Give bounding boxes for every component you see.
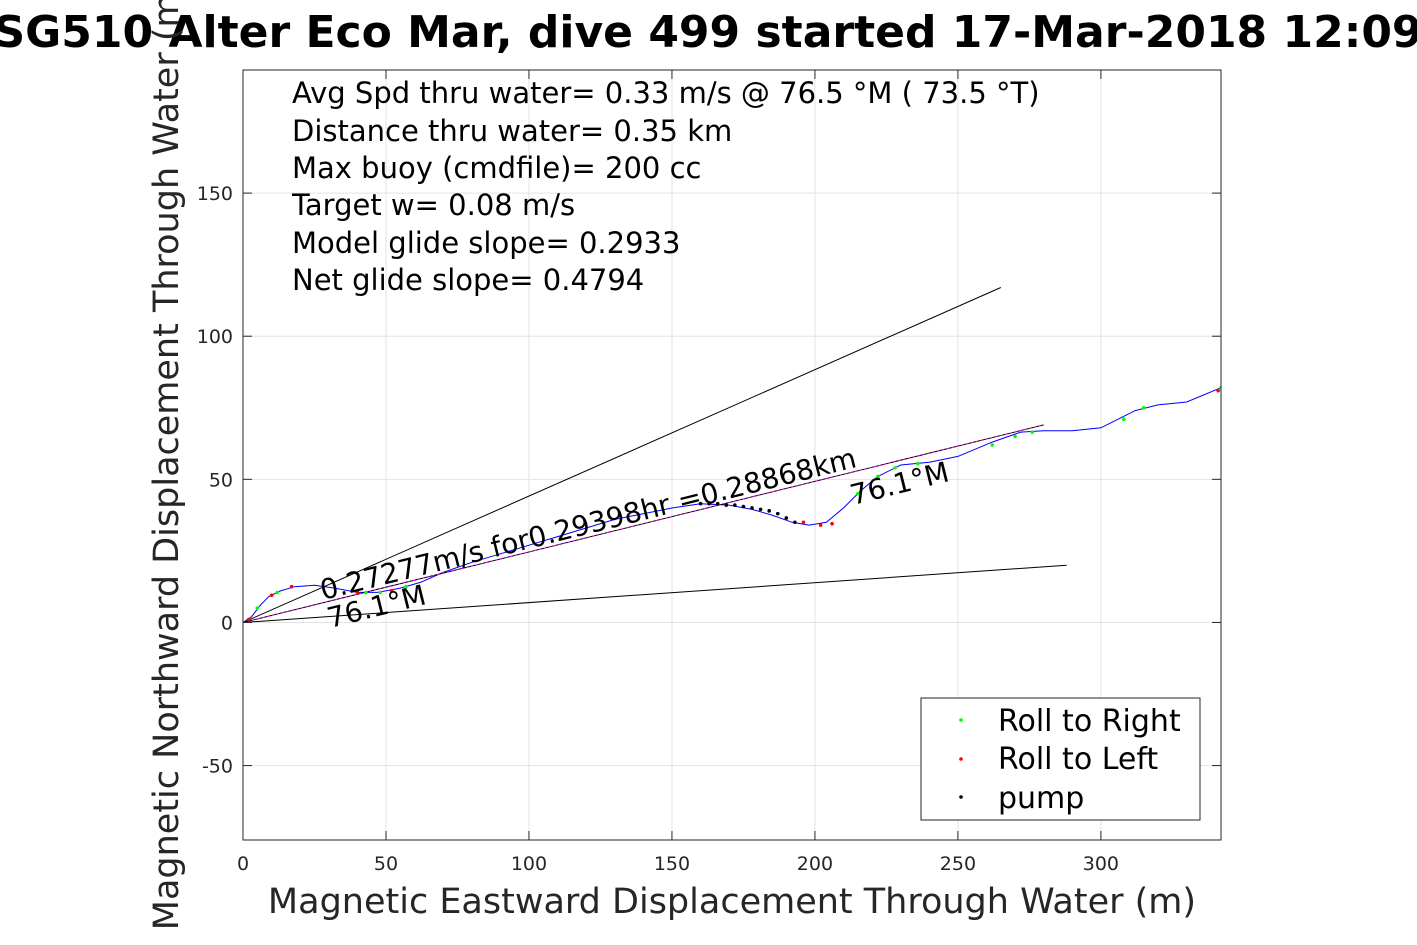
y-tick-label: 50: [209, 469, 233, 491]
x-tick-label: 100: [511, 853, 547, 875]
marker-pump: [698, 501, 703, 506]
marker-roll-to-left: [246, 617, 251, 622]
marker-pump: [767, 509, 771, 513]
marker-roll-to-right: [364, 590, 368, 595]
marker-roll-to-left: [289, 584, 294, 589]
y-tick-label: 100: [197, 326, 233, 348]
marker-roll-to-left: [269, 593, 274, 598]
marker-roll-to-right: [876, 474, 880, 479]
marker-roll-to-right: [255, 606, 260, 610]
marker-pump: [724, 503, 729, 507]
marker-pump: [775, 511, 780, 516]
marker-roll-to-right: [893, 466, 897, 470]
marker-roll-to-left: [830, 521, 834, 526]
distance-annotation: Distance thru water= 0.35 km: [292, 114, 732, 148]
marker-roll-to-right: [1013, 434, 1017, 439]
marker-pump: [758, 507, 763, 512]
legend-label-roll-right: Roll to Right: [998, 704, 1181, 739]
marker-roll-to-left: [818, 523, 823, 527]
x-tick-label: 250: [940, 853, 976, 875]
y-axis-label: Magnetic Northward Displacement Through …: [147, 0, 187, 930]
reference-line: [243, 287, 1002, 623]
marker-pump: [707, 501, 711, 506]
marker-roll-to-right: [404, 584, 408, 589]
marker-pump: [793, 520, 797, 525]
chart-title: SG510 Alter Eco Mar, dive 499 started 17…: [0, 7, 1417, 58]
reference-line: [243, 424, 1044, 623]
marker-pump: [715, 501, 720, 506]
marker-roll-to-left: [801, 520, 806, 525]
series-layer: [243, 287, 1221, 623]
marker-roll-to-right: [856, 491, 860, 496]
marker-roll-to-left: [389, 589, 394, 593]
target-w-annotation: Target w= 0.08 m/s: [291, 188, 575, 222]
x-tick-label: 50: [374, 853, 398, 875]
legend-box: [920, 697, 1201, 821]
legend: Roll to Right Roll to Left pump: [920, 697, 1201, 821]
track: [243, 387, 1221, 623]
marker-roll-to-right: [916, 461, 920, 466]
x-tick-label: 150: [654, 853, 690, 875]
x-axis-label: Magnetic Eastward Displacement Through W…: [268, 882, 1196, 922]
marker-roll-to-right: [1141, 405, 1146, 410]
legend-marker-roll-left: [959, 757, 963, 761]
legend-label-roll-left: Roll to Left: [998, 742, 1158, 777]
marker-pump: [784, 516, 789, 520]
y-tick-label: -50: [202, 756, 233, 778]
y-tick-label: 150: [197, 183, 233, 205]
tick-layer: 0 50 100 150 200 250 300 -50 0 50 100 150: [197, 70, 1221, 875]
y-tick-label: 0: [221, 612, 233, 634]
max-buoy-annotation: Max buoy (cmdfile)= 200 cc: [292, 151, 701, 185]
marker-roll-to-right: [275, 590, 280, 595]
legend-label-pump: pump: [998, 781, 1084, 816]
marker-pump: [733, 503, 737, 507]
legend-marker-pump: [959, 795, 963, 799]
marker-roll-to-right: [990, 443, 995, 447]
marker-roll-to-right: [1030, 430, 1035, 434]
reference-line: [243, 564, 1067, 623]
avg-speed-annotation: Avg Spd thru water= 0.33 m/s @ 76.5 °M (…: [292, 76, 1040, 110]
plot-frame: [242, 69, 1222, 841]
net-glide-annotation: Net glide slope= 0.4794: [292, 263, 644, 297]
marker-roll-to-right: [378, 590, 383, 595]
marker-pump: [750, 506, 754, 510]
marker-roll-to-left: [1216, 388, 1220, 393]
x-tick-label: 200: [797, 853, 833, 875]
legend-marker-roll-right: [959, 718, 963, 722]
stats-annotations: Avg Spd thru water= 0.33 m/s @ 76.5 °M (…: [291, 76, 1040, 297]
marker-roll-to-right: [1121, 417, 1126, 422]
marker-pump: [741, 504, 746, 509]
x-tick-label: 0: [237, 853, 249, 875]
marker-roll-to-left: [355, 590, 360, 595]
model-glide-annotation: Model glide slope= 0.2933: [292, 226, 680, 260]
x-tick-label: 300: [1083, 853, 1119, 875]
